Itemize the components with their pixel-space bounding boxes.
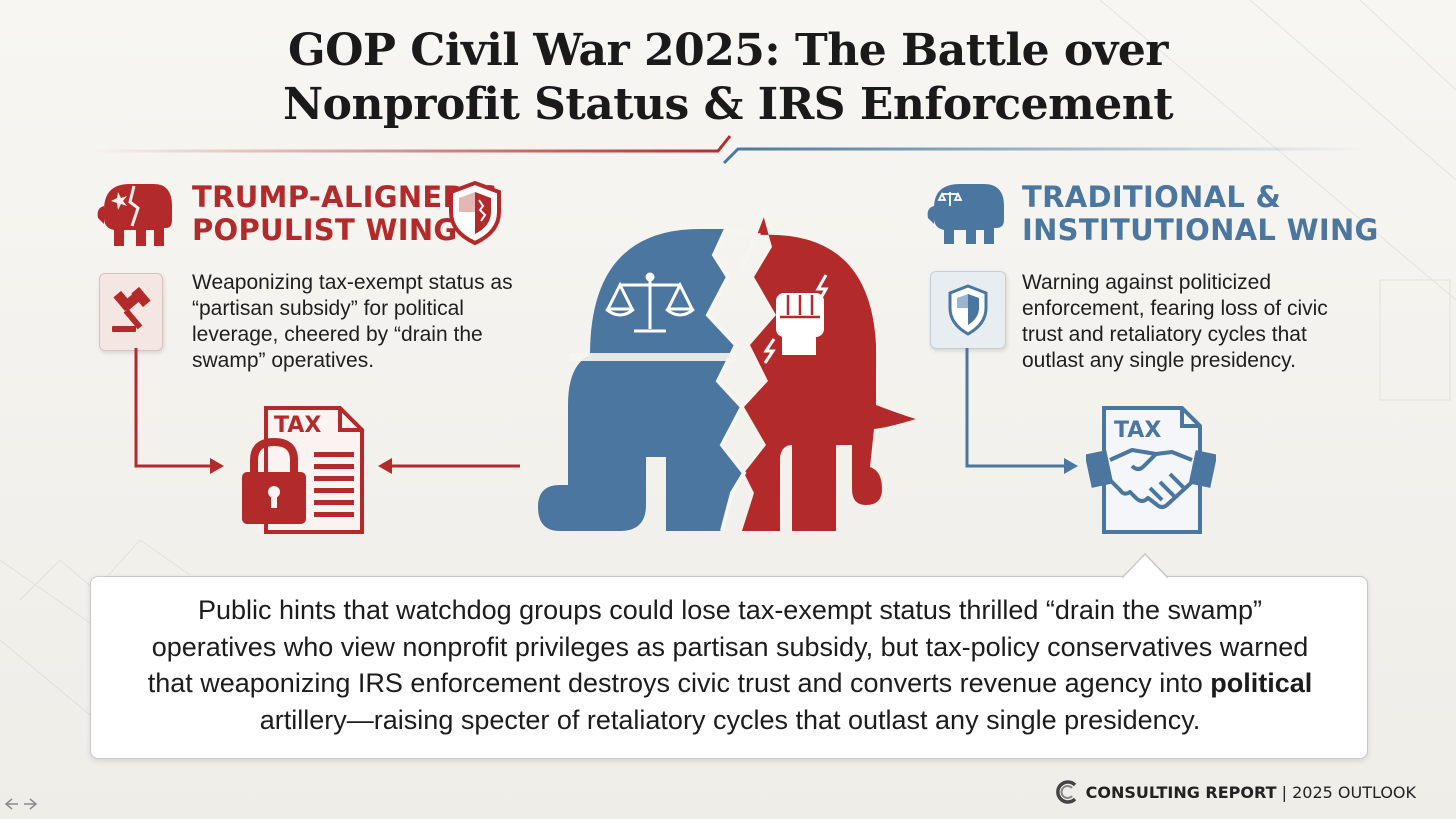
- summary-line-3-text: that weaponizing IRS enforcement destroy…: [147, 668, 1211, 698]
- raised-fist-icon: [763, 274, 829, 364]
- summary-emphasis: political: [1210, 668, 1313, 698]
- prev-next-arrows-icon[interactable]: [4, 796, 40, 812]
- summary-line-1: Public hints that watchdog groups could …: [197, 595, 1263, 625]
- left-wing-description: Weaponizing tax-exempt status as “partis…: [192, 270, 513, 374]
- summary-box-pointer: [1122, 553, 1168, 579]
- right-wing-title-line-2: INSTITUTIONAL WING: [1022, 213, 1379, 247]
- title-line-2: Nonprofit Status & IRS Enforcement: [282, 79, 1174, 130]
- shield-icon-box: [930, 271, 1006, 349]
- summary-line-2: operatives who view nonprofit privileges…: [151, 631, 1309, 662]
- title-line-1: GOP Civil War 2025: The Battle over: [288, 25, 1169, 76]
- left-desc-line-1: Weaponizing tax-exempt status as: [192, 271, 513, 294]
- left-doc-label: TAX: [274, 413, 322, 438]
- gavel-icon-box: [99, 273, 163, 351]
- right-doc-label: TAX: [1114, 418, 1162, 443]
- right-wing-title-line-1: TRADITIONAL &: [1022, 180, 1282, 214]
- left-desc-line-3: leverage, cheered by “drain the: [192, 323, 483, 346]
- title-divider: [90, 135, 1370, 165]
- summary-line-3: that weaponizing IRS enforcement destroy…: [110, 665, 1350, 702]
- summary-box: [90, 576, 1368, 759]
- left-wing-title-line-2: POPULIST WING: [192, 213, 458, 247]
- cracked-elephant-icon: [97, 184, 172, 246]
- right-desc-line-2: enforcement, fearing loss of civic: [1022, 297, 1328, 320]
- locked-tax-document-icon: [242, 406, 364, 534]
- right-wing-title: TRADITIONAL & INSTITUTIONAL WING: [1022, 181, 1379, 247]
- split-elephant-icon: [538, 210, 916, 532]
- footer-edition: 2025 OUTLOOK: [1292, 783, 1416, 802]
- summary-line-4: artillery—raising specter of retaliatory…: [259, 704, 1201, 735]
- shield-badge-icon: [449, 180, 501, 246]
- summary-text: Public hints that watchdog groups could …: [110, 592, 1350, 738]
- left-desc-line-4: swamp” operatives.: [192, 349, 375, 372]
- shield-icon: [948, 284, 988, 336]
- page-title: GOP Civil War 2025: The Battle over Nonp…: [0, 24, 1456, 132]
- footer-brand: CONSULTING REPORT: [1085, 783, 1277, 802]
- left-connector-arrows: [134, 348, 520, 474]
- right-desc-line-3: trust and retaliatory cycles that: [1022, 323, 1307, 346]
- elephant-scales-icon: [927, 184, 1004, 244]
- right-connector-arrow: [965, 348, 1078, 474]
- footer: CONSULTING REPORT | 2025 OUTLOOK: [1055, 780, 1416, 804]
- handshake-tax-document-icon: [1086, 406, 1216, 534]
- right-wing-description: Warning against politicized enforcement,…: [1022, 270, 1328, 374]
- scales-of-justice-icon: [605, 272, 695, 333]
- right-desc-line-1: Warning against politicized: [1022, 271, 1272, 294]
- footer-separator: |: [1281, 783, 1287, 802]
- left-desc-line-2: “partisan subsidy” for political: [192, 297, 464, 320]
- gavel-icon: [112, 286, 151, 332]
- right-desc-line-4: outlast any single presidency.: [1022, 349, 1296, 372]
- c-logo-icon: [1055, 780, 1076, 804]
